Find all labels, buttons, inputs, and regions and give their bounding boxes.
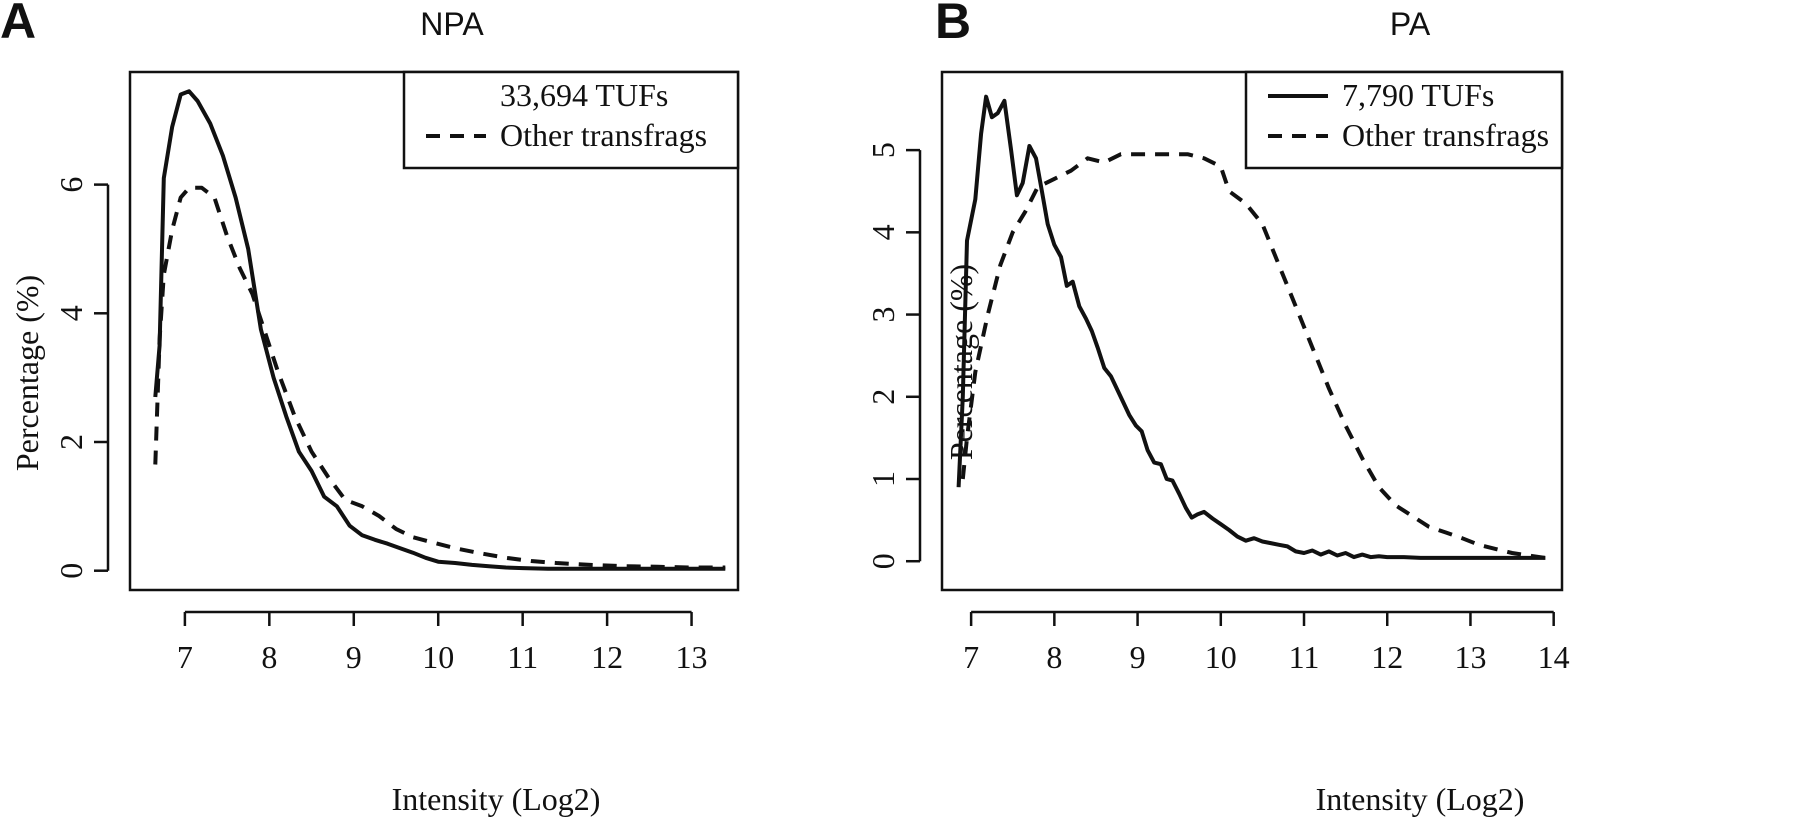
panel-a-y-tick-label: 0 [53, 563, 89, 579]
panel-a-x-tick-label: 7 [177, 639, 193, 675]
panel-b-y-tick-label: 2 [865, 389, 901, 405]
panel-a: A NPA Percentage (%) Intensity (Log2) 7 8… [0, 0, 740, 817]
panel-a-plot-area: 7 8 9 10 11 12 13 0 2 4 6 33,694 TUFs Other transfra… [53, 70, 740, 675]
panel-a-x-tick-label: 10 [422, 639, 454, 675]
panel-b-series-other-transfrags-line [960, 152, 1546, 560]
panel-b-y-tick-label: 1 [865, 471, 901, 487]
panel-a-x-tick-label: 8 [261, 639, 277, 675]
panel-b-legend-label: Other transfrags [1342, 117, 1549, 153]
panel-b-y-tick-label: 4 [865, 224, 901, 240]
panel-a-xlabel: Intensity (Log2) [392, 781, 601, 817]
panel-b-x-tick-label: 7 [963, 639, 979, 675]
panel-b-legend-label: 7,790 TUFs [1342, 77, 1494, 113]
panel-a-x-tick-label: 11 [507, 639, 538, 675]
panel-a-legend-label: Other transfrags [500, 117, 707, 153]
panel-a-x-tick-label: 9 [346, 639, 362, 675]
panel-a-legend-label: 33,694 TUFs [500, 77, 668, 113]
panel-a-series-tufs-line [153, 89, 726, 571]
panel-a-y-tick-label: 6 [53, 177, 89, 193]
panel-b-x-tick-label: 9 [1130, 639, 1146, 675]
panel-b-letter: B [935, 0, 971, 49]
panel-b-x-tick-label: 8 [1046, 639, 1062, 675]
panel-b-x-tick-label: 11 [1289, 639, 1320, 675]
panel-b-series-tufs-line [956, 94, 1546, 560]
panel-b-y-tick-label: 5 [865, 142, 901, 158]
panel-b-xlabel: Intensity (Log2) [1316, 781, 1525, 817]
panel-a-legend-box [402, 70, 740, 170]
panel-b-y-tick-label: 0 [865, 553, 901, 569]
panel-b-legend-box [1244, 70, 1564, 170]
panel-a-y-tick-label: 4 [53, 305, 89, 321]
panel-b-x-tick-label: 12 [1371, 639, 1403, 675]
panel-a-x-tick-label: 13 [676, 639, 708, 675]
panel-a-title: NPA [420, 6, 484, 42]
panel-b-y-tick-label: 3 [865, 307, 901, 323]
panel-b-x-tick-label: 14 [1538, 639, 1570, 675]
panel-a-ylabel: Percentage (%) [9, 275, 45, 471]
panel-a-letter: A [0, 0, 36, 49]
panel-b-title: PA [1390, 6, 1431, 42]
panel-a-y-tick-label: 2 [53, 434, 89, 450]
panel-b-x-tick-label: 13 [1454, 639, 1486, 675]
panel-a-x-tick-label: 12 [591, 639, 623, 675]
panel-b-x-tick-label: 10 [1205, 639, 1237, 675]
panel-a-series-other-transfrags-line [153, 185, 726, 570]
